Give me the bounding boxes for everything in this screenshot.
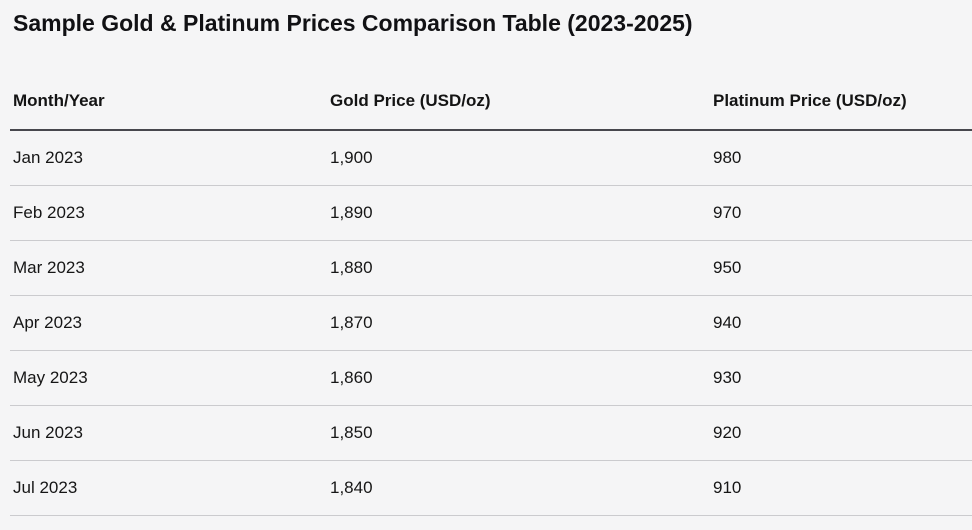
table-row: Jan 2023 1,900 980 bbox=[10, 130, 972, 186]
prices-table: Month/Year Gold Price (USD/oz) Platinum … bbox=[10, 72, 972, 516]
cell-platinum-price: 920 bbox=[710, 405, 972, 461]
cell-platinum-price: 910 bbox=[710, 460, 972, 516]
cell-platinum-price: 950 bbox=[710, 240, 972, 296]
cell-gold-price: 1,880 bbox=[327, 240, 710, 296]
cell-gold-price: 1,850 bbox=[327, 405, 710, 461]
cell-gold-price: 1,900 bbox=[327, 130, 710, 186]
cell-month: Mar 2023 bbox=[10, 240, 327, 296]
table-row: Jun 2023 1,850 920 bbox=[10, 405, 972, 461]
cell-platinum-price: 970 bbox=[710, 185, 972, 241]
table-row: May 2023 1,860 930 bbox=[10, 350, 972, 406]
cell-month: May 2023 bbox=[10, 350, 327, 406]
cell-month: Apr 2023 bbox=[10, 295, 327, 351]
table-row: Jul 2023 1,840 910 bbox=[10, 460, 972, 516]
table-row: Mar 2023 1,880 950 bbox=[10, 240, 972, 296]
cell-gold-price: 1,840 bbox=[327, 460, 710, 516]
cell-platinum-price: 940 bbox=[710, 295, 972, 351]
cell-month: Jan 2023 bbox=[10, 130, 327, 186]
cell-platinum-price: 980 bbox=[710, 130, 972, 186]
table-header-row: Month/Year Gold Price (USD/oz) Platinum … bbox=[10, 72, 972, 131]
cell-month: Feb 2023 bbox=[10, 185, 327, 241]
cell-platinum-price: 930 bbox=[710, 350, 972, 406]
table-row: Apr 2023 1,870 940 bbox=[10, 295, 972, 351]
cell-gold-price: 1,890 bbox=[327, 185, 710, 241]
table-header: Month/Year Gold Price (USD/oz) Platinum … bbox=[10, 72, 972, 131]
cell-month: Jul 2023 bbox=[10, 460, 327, 516]
table-row: Feb 2023 1,890 970 bbox=[10, 185, 972, 241]
page-title: Sample Gold & Platinum Prices Comparison… bbox=[13, 10, 693, 36]
column-header-month-year: Month/Year bbox=[10, 72, 327, 131]
column-header-platinum-price: Platinum Price (USD/oz) bbox=[710, 72, 972, 131]
cell-gold-price: 1,860 bbox=[327, 350, 710, 406]
table-body: Jan 2023 1,900 980 Feb 2023 1,890 970 Ma… bbox=[10, 130, 972, 516]
cell-gold-price: 1,870 bbox=[327, 295, 710, 351]
column-header-gold-price: Gold Price (USD/oz) bbox=[327, 72, 710, 131]
cell-month: Jun 2023 bbox=[10, 405, 327, 461]
